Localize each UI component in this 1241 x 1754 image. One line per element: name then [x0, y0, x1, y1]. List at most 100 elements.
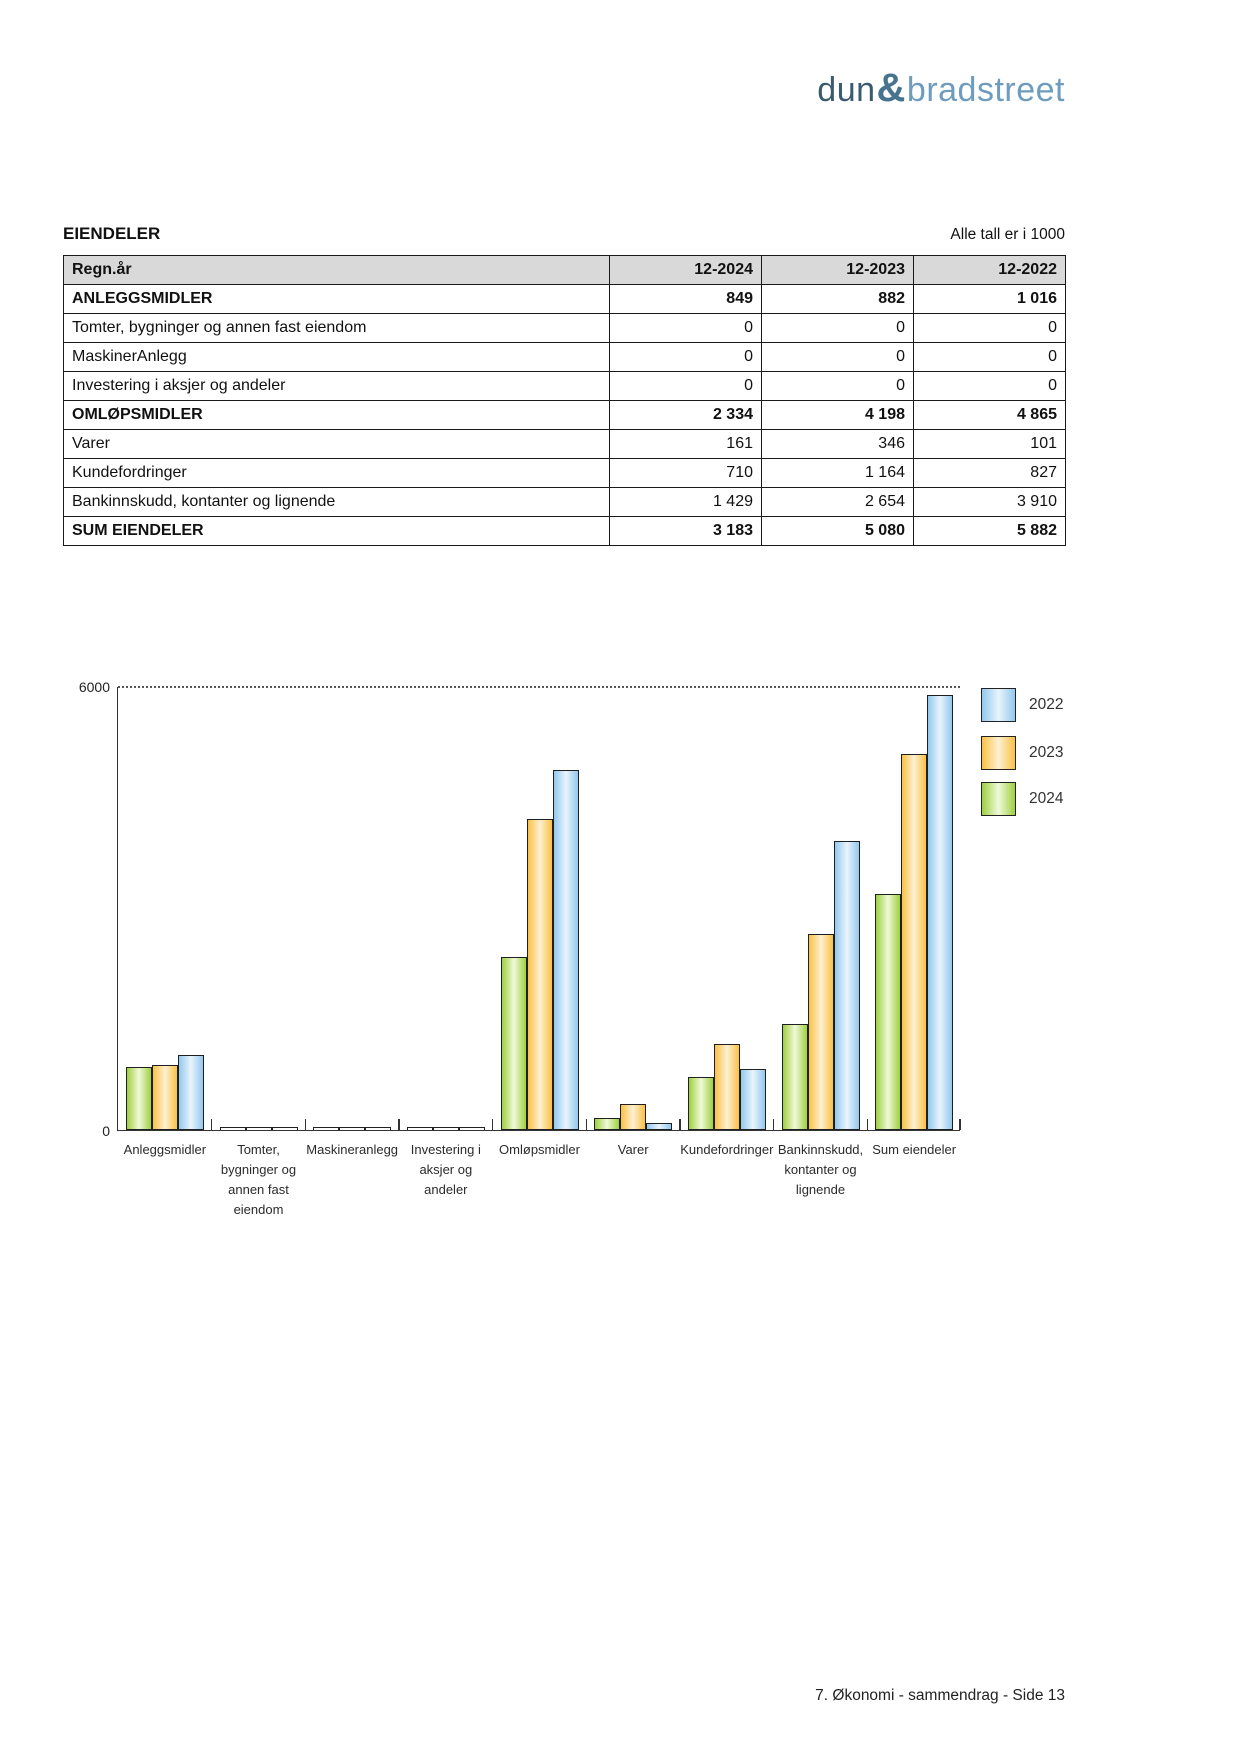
logo-text-dun: dun [817, 71, 876, 109]
x-axis-category-label: Sum eiendeler [872, 1142, 957, 1157]
x-axis-category-label: Kundefordringer [680, 1142, 774, 1157]
bar-chart: 6000 0 Anleggsmidler Tomter, bygninger og a… [79, 679, 1064, 1217]
page-footer: 7. Økonomi - sammendrag - Side 13 [815, 1687, 1065, 1704]
x-axis-tick [959, 1119, 961, 1130]
chart-zero-bar-2023 [245, 1127, 272, 1130]
column-header-regnar: Regn.år [63, 255, 610, 285]
row-value: 2 654 [761, 487, 914, 517]
legend-label-2022: 2022 [1029, 696, 1064, 713]
chart-bar-2023 [713, 1044, 740, 1130]
logo-text-bradstreet: bradstreet [906, 71, 1065, 109]
column-header-2024: 12-2024 [609, 255, 762, 285]
chart-bar-2022 [177, 1055, 204, 1130]
row-value: 0 [913, 313, 1066, 343]
chart-zero-bar-2022 [458, 1127, 485, 1130]
table-row: Varer 161 346 101 [63, 429, 1066, 459]
legend-swatch-2023 [981, 736, 1016, 770]
legend-swatch-2022 [981, 688, 1016, 722]
row-value: 1 429 [609, 487, 762, 517]
x-axis-tick [679, 1119, 681, 1130]
row-value: 0 [913, 342, 1066, 372]
x-axis-tick [866, 1119, 869, 1130]
chart-bar-2023 [620, 1104, 647, 1130]
chart-bar-2023 [151, 1065, 178, 1130]
x-axis-category-label: Omløpsmidler [499, 1142, 580, 1157]
row-value: 0 [761, 371, 914, 401]
chart-bar-2022 [927, 695, 954, 1130]
chart-bar-2024 [500, 957, 527, 1130]
assets-table: Regn.år 12-2024 12-2023 12-2022 ANLEGGSM… [63, 255, 1066, 546]
chart-bar-2024 [594, 1118, 621, 1130]
row-value: 3 183 [609, 516, 762, 546]
row-label: Varer [63, 429, 610, 459]
x-axis-tick [398, 1119, 400, 1130]
ampersand-icon: & [876, 66, 906, 110]
table-row: Tomter, bygninger og annen fast eiendom 0… [63, 313, 1066, 343]
row-value: 3 910 [913, 487, 1066, 517]
row-value: 0 [609, 342, 762, 372]
x-axis-category-label: Maskineranlegg [306, 1142, 399, 1157]
row-label: MaskinerAnlegg [63, 342, 610, 372]
chart-bar-2023 [901, 754, 928, 1130]
gridline-6000 [118, 686, 960, 688]
chart-zero-bar-2023 [339, 1127, 366, 1130]
column-header-2023: 12-2023 [761, 255, 914, 285]
chart-zero-bar-2023 [432, 1127, 459, 1130]
row-label: Investering i aksjer og andeler [63, 371, 610, 401]
row-value: 1 016 [913, 284, 1066, 314]
row-value: 101 [913, 429, 1066, 459]
chart-zero-bar-2022 [365, 1127, 392, 1130]
row-value: 5 882 [913, 516, 1066, 546]
row-value: 4 865 [913, 400, 1066, 430]
row-label: SUM EIENDELER [63, 516, 610, 546]
chart-zero-bar-2022 [271, 1127, 298, 1130]
row-value: 0 [761, 342, 914, 372]
row-label: ANLEGGSMIDLER [63, 284, 610, 314]
table-row: SUM EIENDELER 3 183 5 080 5 882 [63, 516, 1066, 546]
chart-bar-2024 [875, 894, 902, 1130]
row-value: 710 [609, 458, 762, 488]
row-value: 0 [761, 313, 914, 343]
chart-bar-2024 [687, 1077, 714, 1130]
row-value: 0 [913, 371, 1066, 401]
chart-bar-2024 [781, 1024, 808, 1130]
section-title: EIENDELER [63, 224, 161, 243]
row-label: Tomter, bygninger og annen fast eiendom [63, 313, 610, 343]
chart-bar-2023 [807, 934, 834, 1130]
x-axis-category-label: Investering i aksjer og andeler [410, 1142, 481, 1197]
legend-swatch-2024 [981, 782, 1016, 816]
legend-label-2024: 2024 [1029, 790, 1064, 807]
table-row: MaskinerAnlegg 0 0 0 [63, 342, 1066, 372]
table-row: OMLØPSMIDLER 2 334 4 198 4 865 [63, 400, 1066, 430]
x-axis-tick [772, 1119, 775, 1130]
column-header-2022: 12-2022 [913, 255, 1066, 285]
chart-bar-2022 [833, 841, 860, 1130]
row-value: 161 [609, 429, 762, 459]
chart-zero-bar-2024 [406, 1127, 433, 1130]
row-value: 849 [609, 284, 762, 314]
y-axis-label-max: 6000 [78, 679, 110, 695]
row-value: 2 334 [609, 400, 762, 430]
y-axis-label-zero: 0 [102, 1123, 110, 1139]
chart-bar-2022 [646, 1123, 673, 1130]
units-note: Alle tall er i 1000 [950, 226, 1065, 243]
table-row: ANLEGGSMIDLER 849 882 1 016 [63, 284, 1066, 314]
x-axis-tick [585, 1119, 588, 1130]
row-value: 4 198 [761, 400, 914, 430]
x-axis-category-label: Anleggsmidler [123, 1142, 207, 1157]
chart-zero-bar-2024 [219, 1127, 246, 1130]
row-label: OMLØPSMIDLER [63, 400, 610, 430]
chart-bar-2022 [739, 1069, 766, 1130]
table-row: Bankinnskudd, kontanter og lignende 1 429… [63, 487, 1066, 517]
table-row: Kundefordringer 710 1 164 827 [63, 458, 1066, 488]
x-axis-tick [210, 1119, 213, 1130]
row-label: Bankinnskudd, kontanter og lignende [63, 487, 610, 517]
chart-zero-bar-2024 [313, 1127, 340, 1130]
row-value: 882 [761, 284, 914, 314]
chart-bar-2024 [125, 1067, 152, 1130]
x-axis-category-label: Bankinnskudd, kontanter og lignende [777, 1142, 864, 1197]
x-axis-category-label: Tomter, bygninger og annen fast eiendom [220, 1142, 297, 1217]
table-row: Investering i aksjer og andeler 0 0 0 [63, 371, 1066, 401]
row-value: 1 164 [761, 458, 914, 488]
